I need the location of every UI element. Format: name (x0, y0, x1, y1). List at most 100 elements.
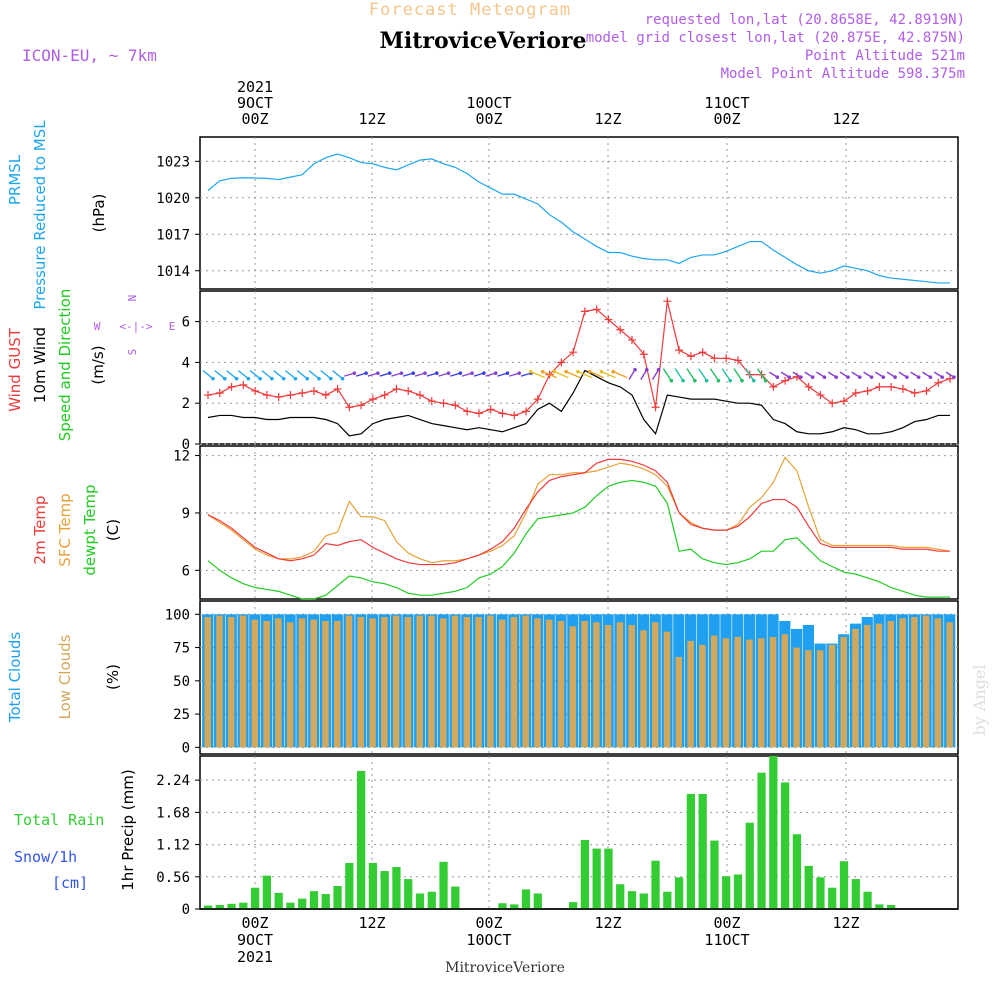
y-tick-label: 1.12 (156, 838, 190, 854)
low-clouds-bar (357, 616, 365, 748)
y-tick-label: 75 (173, 641, 190, 657)
wind-arrow-head (317, 376, 321, 381)
rain-bar (333, 885, 342, 909)
gust-marker (604, 315, 613, 324)
low-clouds-bar (746, 639, 753, 748)
low-clouds-bar (840, 636, 847, 748)
compass-n: N (126, 295, 139, 302)
low-clouds-bar (687, 640, 694, 748)
wind-arrow-head (916, 375, 921, 379)
label-total-rain: Total Rain (14, 811, 104, 829)
y-tick-label: 0 (182, 902, 190, 918)
gust-marker (274, 393, 283, 402)
wind-arrow-head (881, 375, 886, 379)
y-tick-label: 9 (182, 506, 190, 522)
top-axis-label: 9OCT (237, 94, 273, 112)
wind-direction-arrow (565, 370, 581, 379)
wind-direction-arrow (709, 368, 720, 382)
label-snow-unit: [cm] (52, 874, 88, 892)
low-clouds-bar (451, 615, 459, 748)
low-clouds-bar (534, 618, 541, 748)
low-clouds-bar (758, 638, 765, 748)
y-tick-label: 1.68 (156, 805, 190, 821)
rain-bar (368, 862, 378, 909)
low-clouds-bar (887, 620, 895, 748)
requested-lonlat: requested lon,lat (20.8658E, 42.8919N) (645, 12, 965, 28)
wind-direction-arrow (285, 370, 296, 380)
bottom-axis-label: 12Z (358, 914, 385, 932)
rain-bar (404, 879, 413, 909)
gust-marker (628, 335, 636, 344)
rain-bar (415, 893, 425, 909)
low-clouds-bar (828, 644, 836, 748)
low-clouds-bar (239, 615, 247, 748)
gust-marker (698, 348, 707, 357)
rain-bar (580, 839, 590, 909)
gust-marker (580, 307, 589, 316)
gust-marker (251, 386, 260, 395)
y-tick-label: 0 (182, 740, 190, 756)
rain-bar (345, 862, 354, 909)
gust-marker (686, 352, 695, 361)
low-clouds-bar (522, 615, 529, 748)
rain-bar (439, 861, 448, 909)
rain-bar (274, 892, 283, 909)
rain-bar (875, 904, 884, 909)
low-clouds-bar (251, 619, 259, 748)
wind-arrow-head (340, 376, 345, 381)
y-tick-label: 100 (165, 607, 190, 623)
sfc-temp-line (207, 456, 951, 564)
wind-direction-arrow (249, 370, 261, 380)
wind-arrow-head (293, 376, 298, 381)
low-clouds-bar (298, 618, 306, 748)
wind-arrow-head (258, 376, 262, 381)
pressure-line (207, 153, 950, 284)
rain-bar (674, 877, 684, 909)
wind-arrow-head (952, 375, 956, 379)
wind-direction-arrow (554, 370, 569, 379)
wind-direction-arrow (226, 370, 237, 380)
rain-bar (215, 904, 224, 909)
low-clouds-bar (392, 615, 400, 748)
gust-marker (592, 305, 601, 314)
low-clouds-bar (710, 635, 718, 748)
top-axis-label: 00Z (241, 110, 268, 128)
rain-bar (745, 822, 754, 909)
y-tick-label: 50 (173, 674, 190, 690)
low-clouds-bar (381, 616, 388, 748)
label-pressure-unit: (hPa) (90, 194, 108, 233)
wind-arrow-head (740, 378, 744, 383)
wind-arrow-head (846, 375, 850, 379)
rain-bar (733, 874, 743, 909)
gust-marker (510, 411, 519, 420)
wind-arrow-head (810, 375, 815, 379)
model-label: ICON-EU, ~ 7km (22, 46, 157, 65)
wind-arrow-head (411, 371, 416, 375)
wind-arrow-head (352, 371, 357, 375)
rain-bar (356, 770, 366, 909)
wind-arrow-head (644, 367, 649, 372)
wind-direction-arrow (577, 370, 593, 379)
y-tick-label: 4 (182, 355, 190, 371)
wind-direction-arrow (721, 368, 731, 382)
rain-bar (521, 889, 531, 909)
low-clouds-bar (663, 631, 671, 748)
gust-marker (286, 391, 295, 400)
wind-arrow-head (834, 375, 839, 379)
low-clouds-bar (569, 626, 577, 748)
wind-10m-line (207, 369, 950, 437)
gust-marker (439, 399, 448, 408)
wind-arrow-head (869, 375, 874, 379)
low-clouds-bar (652, 622, 659, 748)
gust-marker (463, 407, 472, 416)
rain-bar (321, 894, 330, 909)
gust-marker (840, 397, 848, 406)
wind-direction-arrow (202, 370, 214, 380)
gust-marker (215, 389, 224, 397)
chart-title: Forecast Meteogram (369, 0, 571, 20)
label-temp-unit: (C) (104, 519, 122, 541)
rain-bar (886, 904, 896, 909)
bottom-axis-label: 11OCT (704, 931, 749, 949)
wind-arrow-head (716, 378, 721, 383)
top-axis-label: 00Z (475, 110, 502, 128)
